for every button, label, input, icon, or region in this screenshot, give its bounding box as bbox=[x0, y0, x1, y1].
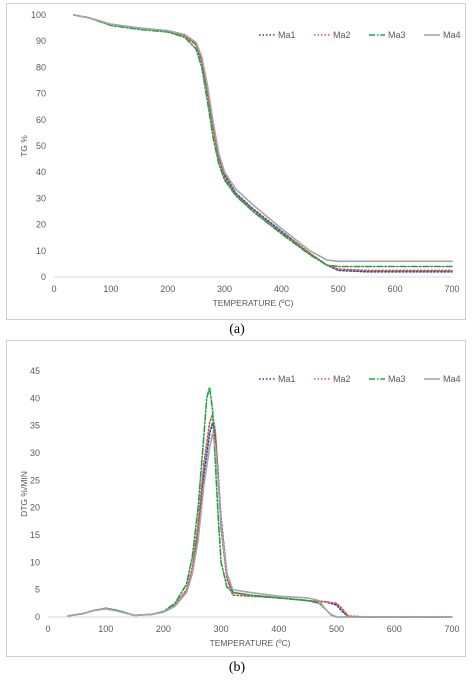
series-line-ma2 bbox=[73, 14, 453, 272]
x-axis-label: TEMPERATURE (ºC) bbox=[210, 638, 291, 648]
series-line-ma4 bbox=[73, 14, 453, 263]
x-tick-label: 600 bbox=[387, 624, 402, 634]
dtg-chart: 0 5 10 15 20 25 30 35 40 45 0 100 200 300 400 500 600 700… bbox=[19, 366, 461, 648]
series-line-ma4 bbox=[67, 433, 453, 618]
x-tick-label: 500 bbox=[331, 284, 346, 294]
series-line-ma2 bbox=[67, 413, 453, 618]
x-tick-label: 700 bbox=[444, 624, 459, 634]
y-tick-label: 100 bbox=[31, 10, 46, 20]
y-tick-label: 30 bbox=[30, 448, 40, 458]
legend-label-ma4: Ma4 bbox=[443, 374, 461, 384]
y-axis-label: DTG %/MIN bbox=[19, 471, 29, 517]
dtg-chart-panel: 0 5 10 15 20 25 30 35 40 45 0 100 200 300 400 500 600 700… bbox=[6, 340, 466, 657]
y-tick-label: 15 bbox=[30, 530, 40, 540]
caption-a: (a) bbox=[229, 322, 245, 337]
y-tick-label: 40 bbox=[36, 167, 46, 177]
caption-b: (b) bbox=[228, 660, 246, 675]
y-tick-label: 40 bbox=[30, 393, 40, 403]
x-tick-label: 200 bbox=[160, 284, 175, 294]
legend-label-ma3: Ma3 bbox=[388, 374, 406, 384]
legend-label-ma1: Ma1 bbox=[278, 30, 296, 40]
x-tick-label: 500 bbox=[329, 624, 344, 634]
legend-label-ma2: Ma2 bbox=[333, 374, 351, 384]
tg-chart-panel: 0 10 20 30 40 50 60 70 80 90 100 0 100 200 300 400 500 60… bbox=[6, 3, 466, 320]
x-tick-label: 600 bbox=[388, 284, 403, 294]
y-tick-label: 0 bbox=[35, 612, 40, 622]
y-tick-label: 35 bbox=[30, 421, 40, 431]
x-tick-label: 0 bbox=[51, 284, 56, 294]
x-tick-label: 100 bbox=[103, 284, 118, 294]
x-tick-label: 400 bbox=[274, 284, 289, 294]
y-tick-label: 5 bbox=[35, 585, 40, 595]
series-line-ma1 bbox=[73, 14, 453, 273]
legend-label-ma2: Ma2 bbox=[333, 30, 351, 40]
y-tick-label: 50 bbox=[36, 141, 46, 151]
y-tick-label: 90 bbox=[36, 36, 46, 46]
y-tick-label: 20 bbox=[30, 503, 40, 513]
x-tick-label: 300 bbox=[214, 624, 229, 634]
x-tick-label: 0 bbox=[45, 624, 50, 634]
y-tick-label: 25 bbox=[30, 475, 40, 485]
legend-label-ma4: Ma4 bbox=[443, 30, 461, 40]
series-line-ma1 bbox=[67, 422, 453, 618]
tg-chart: 0 10 20 30 40 50 60 70 80 90 100 0 100 200 300 400 500 60… bbox=[19, 10, 461, 308]
y-tick-label: 70 bbox=[36, 89, 46, 99]
y-tick-label: 30 bbox=[36, 193, 46, 203]
series-line-ma3 bbox=[73, 14, 453, 268]
y-tick-label: 45 bbox=[30, 366, 40, 376]
legend-label-ma1: Ma1 bbox=[278, 374, 296, 384]
x-tick-label: 200 bbox=[156, 624, 171, 634]
y-tick-label: 60 bbox=[36, 115, 46, 125]
y-tick-label: 20 bbox=[36, 220, 46, 230]
x-tick-label: 400 bbox=[271, 624, 286, 634]
y-tick-label: 80 bbox=[36, 62, 46, 72]
series-line-ma3 bbox=[67, 386, 453, 618]
x-tick-label: 700 bbox=[444, 284, 459, 294]
x-tick-label: 300 bbox=[217, 284, 232, 294]
y-tick-label: 0 bbox=[41, 272, 46, 282]
y-axis-label: TG % bbox=[19, 135, 29, 157]
x-axis-label: TEMPERATURE (ºC) bbox=[213, 298, 294, 308]
x-tick-label: 100 bbox=[98, 624, 113, 634]
y-tick-label: 10 bbox=[36, 246, 46, 256]
legend-label-ma3: Ma3 bbox=[388, 30, 406, 40]
y-tick-label: 10 bbox=[30, 557, 40, 567]
